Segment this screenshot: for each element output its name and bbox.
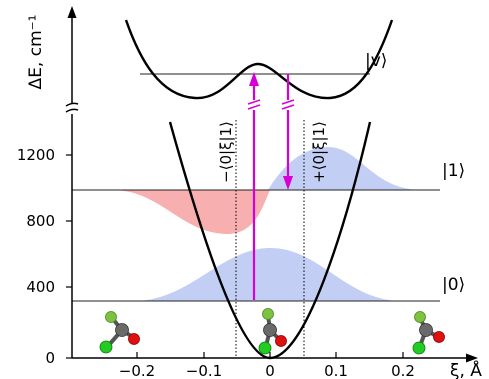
upward-arrow-break-mark [247, 99, 261, 110]
ground-state-density [135, 247, 400, 301]
upward-arrowhead [249, 72, 259, 86]
x-tick-label-0: 0 [265, 362, 275, 379]
double-well-potential-curve [124, 19, 394, 100]
y-tick-label-0: 0 [45, 349, 55, 367]
x-tick-label-m01: −0.1 [186, 362, 222, 379]
molecule-center [258, 308, 287, 355]
downward-arrowhead [283, 176, 293, 190]
x-axis-label: ξ, Å [450, 359, 482, 379]
y-tick-label-400: 400 [26, 278, 55, 296]
state-label-0: |0⟩ [442, 275, 465, 295]
molecule-right [412, 311, 445, 355]
state-label-v: |v⟩ [365, 51, 387, 71]
x-tick-label-01: 0.1 [324, 362, 348, 379]
y-axis-label: ΔE, cm⁻¹ [26, 15, 46, 90]
first-state-positive-lobe [268, 147, 420, 190]
minus-matrix-element-label: −⟨0|ξ|1⟩ [217, 121, 235, 183]
molecule-left [99, 311, 140, 354]
plus-matrix-element-label: +⟨0|ξ|1⟩ [310, 121, 328, 183]
y-tick-label-1200: 1200 [17, 146, 55, 164]
x-axis-arrowhead [466, 353, 478, 363]
y-axis-break-mark [65, 102, 79, 113]
y-axis-arrowhead [67, 6, 77, 18]
state-label-1: |1⟩ [442, 161, 465, 181]
y-tick-label-800: 800 [26, 212, 55, 230]
downward-arrow-break-mark [281, 99, 295, 110]
x-tick-label-m02: −0.2 [119, 362, 155, 379]
x-tick-label-02: 0.2 [391, 362, 415, 379]
first-state-negative-lobe [112, 190, 270, 235]
